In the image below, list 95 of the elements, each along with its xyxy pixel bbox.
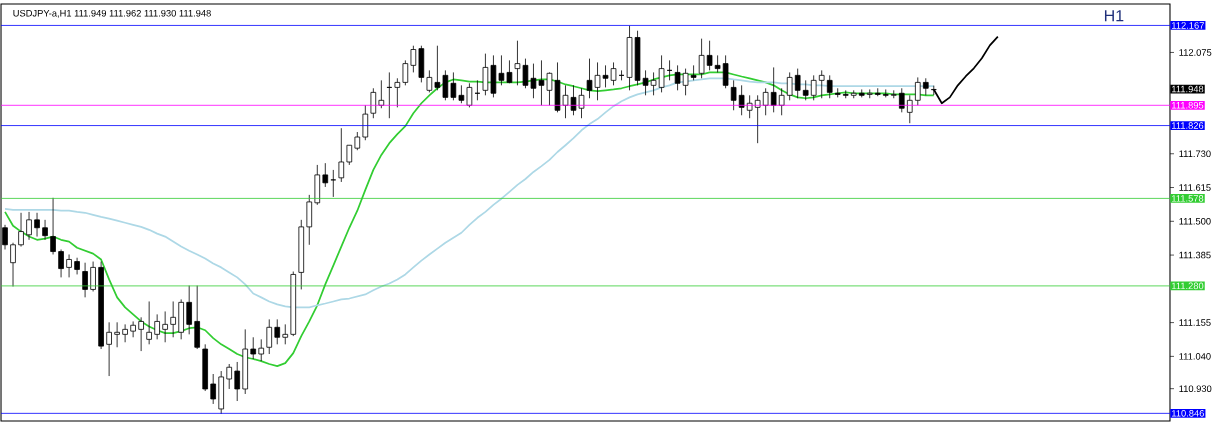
candlestick	[874, 87, 881, 97]
candlestick	[50, 197, 56, 255]
candlestick	[266, 318, 273, 355]
candlestick	[42, 219, 48, 241]
candlestick	[426, 69, 433, 93]
candlestick	[66, 254, 72, 278]
candlestick	[210, 373, 216, 405]
candlestick	[650, 72, 657, 96]
candlestick	[706, 40, 713, 71]
candlestick	[26, 211, 32, 241]
candlestick	[234, 361, 241, 402]
candlestick	[274, 318, 281, 345]
candlestick	[914, 77, 921, 106]
candlestick	[154, 313, 160, 340]
candlestick	[362, 104, 369, 141]
candlestick	[402, 59, 409, 86]
candlestick	[18, 212, 24, 247]
candlestick	[410, 45, 417, 73]
candlestick	[842, 89, 849, 99]
candlestick	[730, 79, 737, 111]
candlestick	[482, 53, 489, 96]
candlestick	[162, 311, 168, 343]
candlestick	[10, 242, 16, 287]
candlestick	[770, 67, 777, 113]
candlestick	[322, 162, 329, 188]
candlestick	[146, 301, 152, 345]
y-tick-label: 111.615	[1179, 184, 1211, 191]
candlestick	[74, 257, 80, 275]
candlestick	[258, 338, 265, 362]
candlestick	[746, 94, 753, 119]
candlestick	[90, 261, 96, 292]
candlestick	[346, 144, 353, 166]
candlestick	[282, 323, 289, 345]
candlestick	[898, 87, 905, 113]
candlestick	[762, 87, 769, 116]
candlestick	[818, 69, 825, 99]
candlestick	[682, 68, 689, 96]
y-tick-label: 111.385	[1179, 251, 1211, 259]
ref-line-label: 112.167	[1172, 22, 1204, 29]
candlestick	[674, 64, 681, 91]
y-tick-label: 110.930	[1179, 385, 1212, 392]
candlestick	[698, 38, 705, 79]
candlestick	[866, 89, 873, 99]
y-tick-label: 111.730	[1179, 150, 1211, 158]
candlestick	[130, 321, 136, 338]
ref-line-label: 111.826	[1172, 122, 1204, 129]
candlestick	[442, 69, 449, 101]
y-tick-label: 111.155	[1179, 319, 1211, 326]
candlestick	[778, 87, 785, 116]
candlestick	[466, 82, 473, 108]
candlestick	[170, 301, 176, 338]
candlestick	[122, 323, 128, 343]
candlestick	[810, 74, 817, 101]
candlestick	[186, 285, 192, 335]
candlestick	[890, 89, 897, 99]
candlestick	[802, 79, 809, 101]
ref-line-label: 111.280	[1172, 282, 1204, 290]
candlestick	[754, 94, 761, 144]
text: H1	[1104, 10, 1124, 22]
candlestick	[642, 69, 649, 96]
candlestick	[690, 64, 697, 81]
candlestick	[114, 321, 120, 348]
candlestick	[58, 249, 64, 278]
text: USDJPY-a,H1 111.949 111.962 111.930 111.948	[13, 9, 211, 18]
candlestick	[138, 316, 144, 352]
candlestick	[906, 94, 913, 124]
candlestick	[34, 212, 40, 237]
ref-line-label: 111.895	[1172, 102, 1204, 109]
candlestick	[250, 336, 257, 360]
candlestick	[338, 127, 345, 183]
y-tick-label: 111.040	[1179, 353, 1211, 360]
candlestick	[82, 262, 88, 298]
candlestick	[370, 87, 377, 119]
candlestick	[786, 72, 793, 101]
candlestick	[834, 87, 841, 98]
candlestick	[794, 68, 801, 99]
y-tick-label: 112.075	[1179, 49, 1212, 56]
candlestick	[714, 54, 721, 73]
candlestick	[722, 54, 729, 89]
candlestick	[434, 45, 441, 91]
text: 111.948	[1172, 85, 1204, 93]
candlestick	[330, 169, 337, 198]
candlestick	[354, 131, 361, 151]
ref-line-label: 111.578	[1172, 195, 1204, 202]
candlestick	[106, 321, 112, 377]
candlestick	[450, 72, 457, 101]
candlestick	[394, 77, 401, 108]
candlestick	[658, 54, 665, 93]
candlestick	[378, 79, 385, 109]
ref-line-label: 110.846	[1172, 410, 1204, 417]
candlestick	[226, 363, 233, 390]
candlestick	[882, 89, 889, 98]
candlestick	[826, 74, 833, 99]
candlestick	[498, 54, 505, 86]
y-tick-label: 111.500	[1179, 218, 1211, 225]
